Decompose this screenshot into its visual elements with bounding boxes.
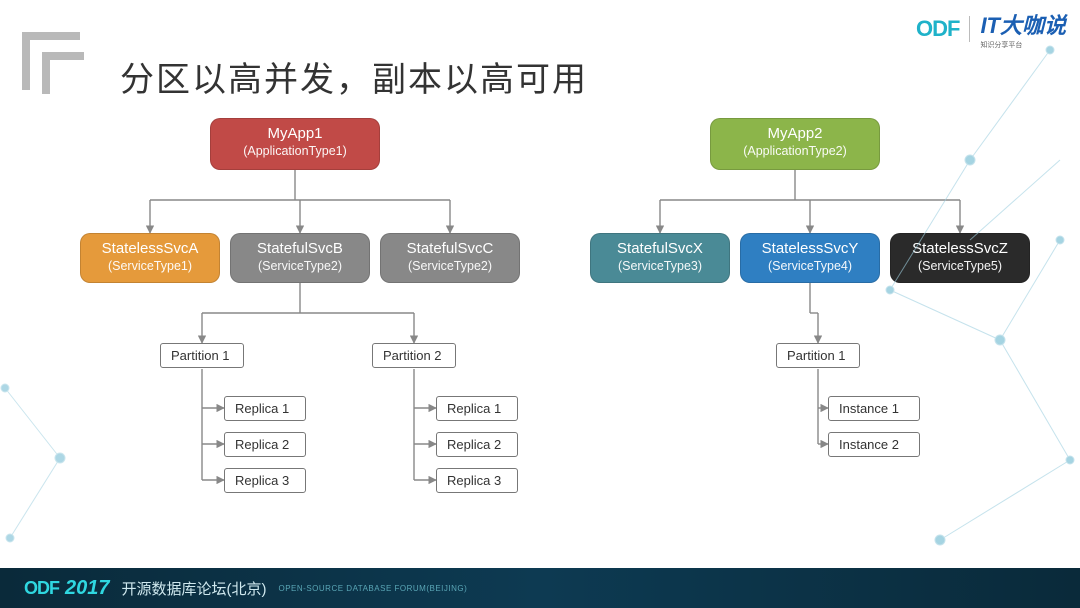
corner-decoration [22, 32, 80, 90]
box-p1: Partition 1 [160, 343, 244, 368]
node-svcA: StatelessSvcA(ServiceType1) [80, 233, 220, 283]
box-r1c: Replica 3 [224, 468, 306, 493]
logo-area: ODF IT大咖说 知识分享平台 [916, 8, 1066, 50]
footer-bar: ODF 2017 开源数据库论坛(北京) OPEN-SOURCE DATABAS… [0, 568, 1080, 608]
box-r1b: Replica 2 [224, 432, 306, 457]
box-i2: Instance 2 [828, 432, 920, 457]
node-svcZ: StatelessSvcZ(ServiceType5) [890, 233, 1030, 283]
it-logo: IT大咖说 知识分享平台 [980, 8, 1066, 50]
box-i1: Instance 1 [828, 396, 920, 421]
footer-title-en: OPEN-SOURCE DATABASE FORUM(BEIJING) [279, 584, 468, 593]
box-r1a: Replica 1 [224, 396, 306, 421]
footer-odf: ODF [24, 578, 59, 599]
box-r2b: Replica 2 [436, 432, 518, 457]
connector-lines [0, 108, 1080, 548]
logo-separator [969, 16, 970, 42]
node-svcC: StatefulSvcC(ServiceType2) [380, 233, 520, 283]
architecture-diagram: MyApp1(ApplicationType1) MyApp2(Applicati… [0, 108, 1080, 548]
odf-logo: ODF [916, 16, 959, 42]
node-app1: MyApp1(ApplicationType1) [210, 118, 380, 170]
box-p2: Partition 2 [372, 343, 456, 368]
node-svcB: StatefulSvcB(ServiceType2) [230, 233, 370, 283]
footer-title-zh: 开源数据库论坛(北京) [122, 578, 267, 599]
footer-year: 2017 [65, 577, 110, 600]
box-r2a: Replica 1 [436, 396, 518, 421]
slide-title: 分区以高并发，副本以高可用 [120, 52, 588, 101]
node-svcY: StatelessSvcY(ServiceType4) [740, 233, 880, 283]
node-app2: MyApp2(ApplicationType2) [710, 118, 880, 170]
box-p3: Partition 1 [776, 343, 860, 368]
box-r2c: Replica 3 [436, 468, 518, 493]
node-svcX: StatefulSvcX(ServiceType3) [590, 233, 730, 283]
